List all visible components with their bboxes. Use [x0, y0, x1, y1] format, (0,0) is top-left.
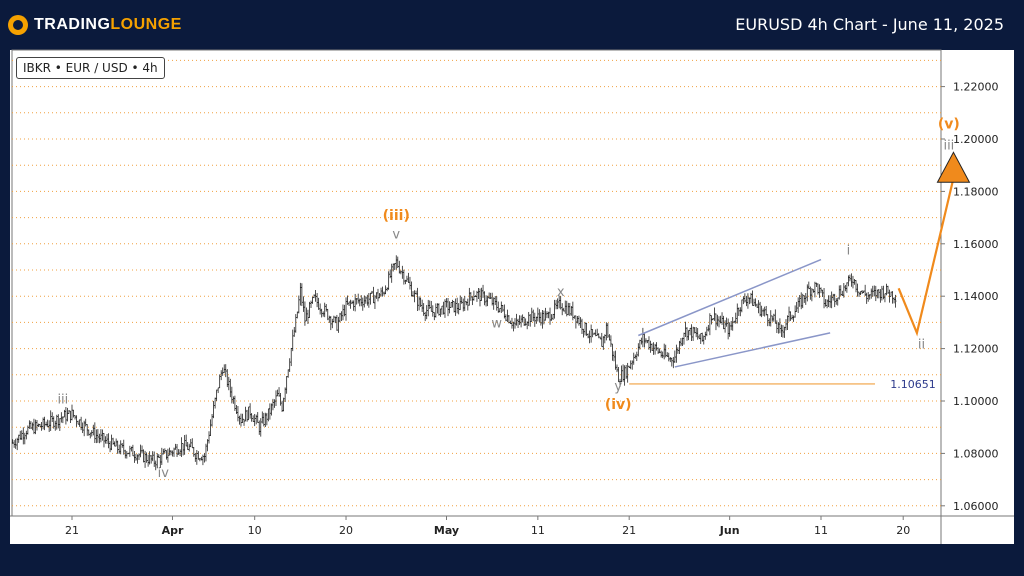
- projection-path: [897, 178, 955, 337]
- x-tick-label: 21: [65, 524, 79, 537]
- wave-label: ii: [918, 338, 925, 353]
- projection-arrow-icon: [936, 151, 971, 183]
- y-tick-label: 1.20000: [953, 133, 999, 146]
- wave-label: (v): [938, 117, 960, 133]
- chart-title: EURUSD 4h Chart - June 11, 2025: [735, 15, 1004, 34]
- x-tick-label: 20: [896, 524, 910, 537]
- wave-label: (iv): [605, 397, 632, 413]
- plot-area-border: [11, 49, 942, 517]
- y-tick-label: 1.06000: [953, 500, 999, 513]
- wave-label: x: [557, 285, 565, 300]
- chart-panel[interactable]: [10, 50, 1014, 544]
- x-tick-label: Apr: [162, 524, 184, 537]
- x-tick-label: Jun: [719, 524, 740, 537]
- logo-text-suffix: LOUNGE: [110, 16, 182, 33]
- top-bar: TRADINGLOUNGE EURUSD 4h Chart - June 11,…: [0, 0, 1024, 50]
- logo-text-prefix: TRADING: [34, 16, 111, 33]
- y-tick-label: 1.14000: [953, 290, 999, 303]
- x-tick-label: 11: [814, 524, 828, 537]
- y-tick-label: 1.10000: [953, 395, 999, 408]
- wave-label: iii: [57, 393, 68, 408]
- y-tick-label: 1.22000: [953, 81, 999, 94]
- wave-label: i: [847, 243, 851, 258]
- wave-label: iii: [943, 138, 954, 153]
- wave-label: iv: [158, 466, 170, 481]
- x-tick-label: May: [434, 524, 459, 537]
- wave-label: w: [491, 317, 502, 332]
- logo-circle-icon: [8, 15, 28, 35]
- channel-upper-line: [638, 258, 822, 337]
- symbol-label: IBKR • EUR / USD • 4h: [16, 57, 165, 79]
- channel-lower-line: [674, 332, 831, 368]
- x-tick-label: 20: [339, 524, 353, 537]
- x-tick-label: 11: [531, 524, 545, 537]
- tradinglounge-logo: TRADINGLOUNGE: [8, 12, 182, 38]
- y-tick-label: 1.08000: [953, 447, 999, 460]
- x-tick-label: 10: [248, 524, 262, 537]
- y-tick-label: 1.18000: [953, 185, 999, 198]
- wave-label: (iii): [383, 208, 410, 224]
- wave-label: y: [614, 380, 622, 395]
- x-tick-label: 21: [622, 524, 636, 537]
- wave-label: v: [392, 228, 400, 243]
- y-tick-label: 1.16000: [953, 238, 999, 251]
- y-tick-label: 1.12000: [953, 343, 999, 356]
- level-label: 1.10651: [890, 378, 936, 391]
